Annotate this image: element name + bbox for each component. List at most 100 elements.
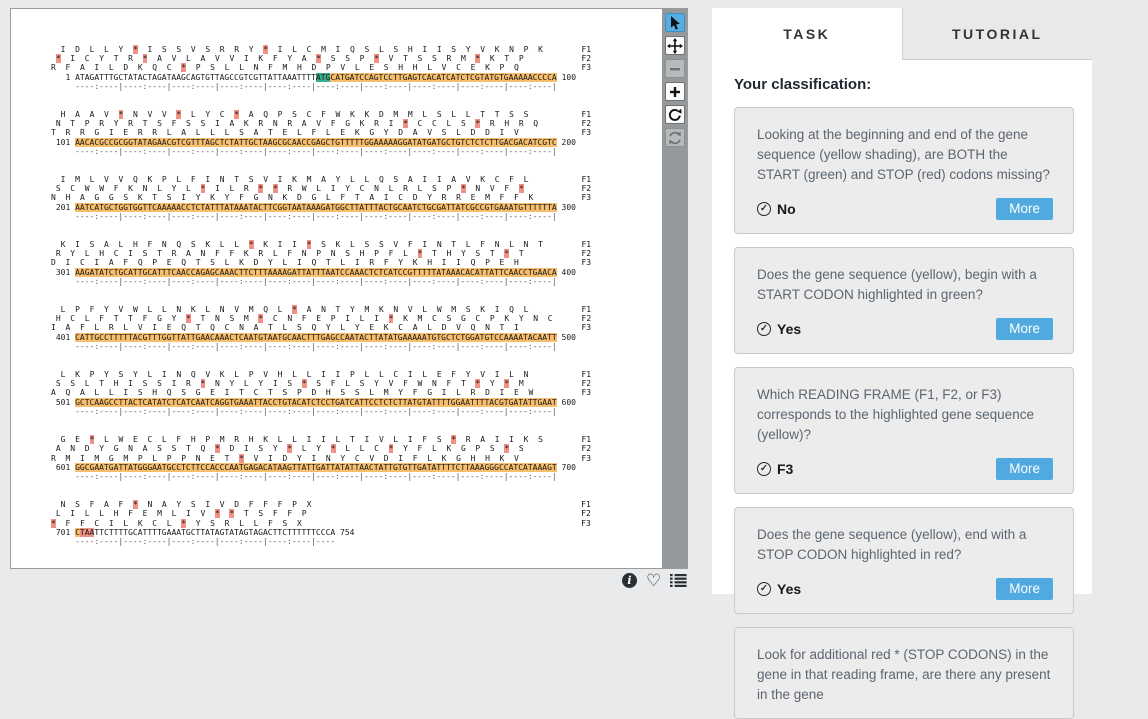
reading-frame-row: N T P R Y R T S F S S I A K R N R A V F … xyxy=(55,119,592,129)
reading-frame-row: R M I M G M P L P P N E T * V I D Y I N … xyxy=(51,453,592,463)
ruler-row: ----:----|----:----|----:----|----:----|… xyxy=(51,536,336,546)
dna-sequence-row: 201 AATCATGCTGGTGGTTCAAAAACCTCTATTTATAAA… xyxy=(51,202,576,212)
zoom-in-button[interactable] xyxy=(664,82,685,101)
frame-label: F3 xyxy=(581,388,592,398)
start-codon-highlight: ATG xyxy=(315,72,331,82)
question-text: Which READING FRAME (F1, F2, or F3) corr… xyxy=(757,386,1034,442)
more-button[interactable]: More xyxy=(996,577,1053,600)
stop-codon-marker: * xyxy=(234,110,240,120)
info-button[interactable]: i xyxy=(622,573,637,588)
dna-sequence-row: 301 AAGATATCTGCATTGCATTTCAACCAGAGCAAACTT… xyxy=(51,267,576,277)
stop-codon-marker: * xyxy=(200,379,206,389)
stop-codon-marker: * xyxy=(475,119,481,129)
tab-task[interactable]: TASK xyxy=(712,8,902,60)
info-icon: i xyxy=(622,573,637,588)
stop-codon-marker: * xyxy=(460,184,466,194)
reading-frame-row: T R R G I E R R L A L L L S A T E L F L … xyxy=(51,128,592,138)
sequence-block: G E * L W E C L F H P M R H K L L I I L … xyxy=(51,435,591,481)
sequence-viewer-panel: I D L L Y * I S S V S R R Y * I L C M I … xyxy=(10,8,688,569)
sequence-block: I D L L Y * I S S V S R R Y * I L C M I … xyxy=(51,45,591,91)
list-icon xyxy=(670,574,687,587)
frame-label: F2 xyxy=(581,249,592,259)
reading-frame-row: D I C I A F Q P E Q T S L K D Y L I Q T … xyxy=(51,258,592,268)
frame-label: F3 xyxy=(581,258,592,268)
reading-frame-row: I D L L Y * I S S V S R R Y * I L C M I … xyxy=(60,45,592,54)
stop-codon-marker: * xyxy=(301,379,307,389)
stop-codon-marker: * xyxy=(51,518,56,528)
pointer-icon xyxy=(670,15,680,30)
ruler-row: ----:----|----:----|----:----|----:----|… xyxy=(51,81,557,91)
frame-label: F2 xyxy=(581,444,592,454)
frame-label: F2 xyxy=(581,119,592,129)
more-button[interactable]: More xyxy=(996,457,1053,480)
frame-label: F2 xyxy=(581,379,592,389)
frame-label: F3 xyxy=(581,63,592,73)
stop-codon-marker: * xyxy=(229,509,235,519)
stop-codon-marker: * xyxy=(132,500,138,510)
reading-frame-row: H A A V * N V V * L Y C * A Q P S C F W … xyxy=(60,110,592,120)
question-card: Look for additional red * (STOP CODONS) … xyxy=(734,626,1074,719)
stop-codon-marker: * xyxy=(330,444,336,454)
frame-label: F3 xyxy=(581,518,591,528)
reading-frame-row: * I C Y T R * A V L A V V I K F Y A * S … xyxy=(55,54,592,64)
question-text: Does the gene sequence (yellow), end wit… xyxy=(757,526,1027,562)
selected-answer: ✓ Yes xyxy=(757,581,801,597)
frame-label: F1 xyxy=(581,45,592,54)
stop-codon-marker: * xyxy=(200,184,206,194)
zoom-out-button[interactable] xyxy=(664,59,685,78)
frame-label: F3 xyxy=(581,128,592,138)
gene-highlight: CATGATCCAGTCCTTGAGTCACATCATCTCGTATGTGAAA… xyxy=(330,72,557,82)
stop-codon-marker: * xyxy=(248,240,254,250)
stop-codon-marker: * xyxy=(55,54,61,64)
check-circle-icon: ✓ xyxy=(757,201,771,216)
answer-row: ✓ No More xyxy=(757,197,1053,220)
stop-codon-marker: * xyxy=(263,45,269,54)
ruler-row: ----:----|----:----|----:----|----:----|… xyxy=(51,471,557,481)
ruler-row: ----:----|----:----|----:----|----:----|… xyxy=(51,146,557,156)
metadata-list-button[interactable] xyxy=(670,573,687,588)
reading-frame-row: H C L F T T F G Y * T N S M * C N F E P … xyxy=(55,314,592,324)
question-card: Does the gene sequence (yellow), begin w… xyxy=(734,246,1074,354)
reading-frame-row: A Q A L L I S H Q S G E I T C T S P D H … xyxy=(51,388,592,398)
frame-label: F1 xyxy=(581,305,592,315)
reset-view-button[interactable] xyxy=(664,128,685,147)
reading-frame-row: R Y L H C I S T R A N F F K R L F N P N … xyxy=(55,249,592,259)
stop-codon-marker: * xyxy=(214,509,220,519)
selected-answer: ✓ Yes xyxy=(757,321,801,337)
reading-frame-row: G E * L W E C L F H P M R H K L L I I L … xyxy=(60,435,592,445)
reading-frame-row: N H A G G S K T S I Y K Y F G N K D G L … xyxy=(51,193,592,203)
sync-icon xyxy=(668,131,681,144)
dna-sequence-row: 101 AACACGCCGCGGTATAGAACGTCGTTTAGCTCTATT… xyxy=(51,137,576,147)
move-icon xyxy=(666,37,683,54)
frame-label: F1 xyxy=(581,240,592,250)
stop-codon-marker: * xyxy=(388,314,394,324)
stop-codon-marker: * xyxy=(475,379,481,389)
gene-highlight: GCTCAAGCCTTACTCATATCTCATCAATCAGGTGAAATTA… xyxy=(75,397,557,407)
more-button[interactable]: More xyxy=(996,317,1053,340)
tab-tutorial[interactable]: TUTORIAL xyxy=(901,8,1092,60)
reading-frame-row: A N D Y G N A S S T Q * D I S Y * L Y * … xyxy=(55,444,592,454)
pan-tool-button[interactable] xyxy=(664,36,685,55)
stop-codon-marker: * xyxy=(287,444,293,454)
stop-codon-marker: * xyxy=(258,184,264,194)
reading-frame-row: L K P Y S Y L I N Q V K L P V H L L I I … xyxy=(60,370,592,380)
rotate-cw-button[interactable] xyxy=(664,105,685,124)
frame-label: F1 xyxy=(581,175,592,185)
stop-codon-marker: * xyxy=(186,314,191,324)
panel-tabs: TASK TUTORIAL xyxy=(712,8,1092,60)
reading-frame-row: S S L T H I S S I R * N Y L Y I S * S F … xyxy=(55,379,592,389)
stop-codon-marker: * xyxy=(272,184,278,194)
question-text: Look for additional red * (STOP CODONS) … xyxy=(757,646,1051,702)
question-text: Looking at the beginning and end of the … xyxy=(757,127,1050,182)
favorite-button[interactable]: ♡ xyxy=(646,572,661,589)
ruler-row: ----:----|----:----|----:----|----:----|… xyxy=(51,276,557,286)
stop-codon-marker: * xyxy=(214,444,220,454)
more-button[interactable]: More xyxy=(996,197,1053,220)
plus-icon xyxy=(669,86,680,97)
frame-label: F3 xyxy=(581,453,592,463)
stop-codon-marker: * xyxy=(176,110,182,120)
pointer-tool-button[interactable] xyxy=(664,13,685,32)
stop-codon-marker: * xyxy=(388,444,394,454)
sequence-block: N S F A F * N A Y S I V D F F F P X F1 L… xyxy=(51,500,591,546)
frame-label: F3 xyxy=(581,193,592,203)
